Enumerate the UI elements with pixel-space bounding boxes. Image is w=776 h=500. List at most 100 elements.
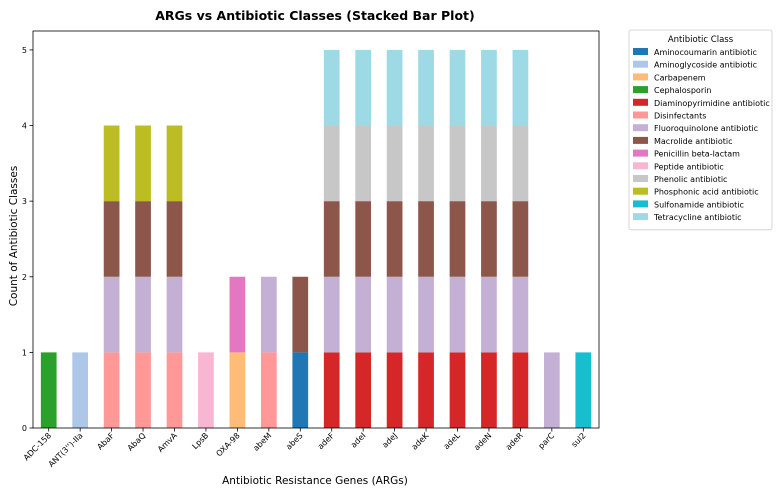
legend-title: Antibiotic Class: [668, 35, 734, 45]
y-tick-label: 4: [22, 122, 27, 131]
bar-segment: [386, 125, 403, 202]
bar-segment: [135, 201, 151, 277]
bar-segment: [481, 49, 497, 126]
legend-entry-label: Aminoglycoside antibiotic: [654, 61, 757, 70]
bar-segment: [103, 125, 120, 202]
bar-segment: [543, 352, 560, 428]
y-tick-label: 5: [22, 46, 27, 55]
bar-segment: [512, 352, 529, 428]
x-tick-label: LpsB: [190, 431, 210, 451]
legend-frame: [628, 29, 773, 231]
y-tick-label: 0: [22, 424, 27, 433]
x-axis-label: Antibiotic Resistance Genes (ARGs): [222, 475, 408, 487]
legend-entry-label: Phenolic antibiotic: [654, 175, 727, 184]
bar-segment: [135, 352, 151, 428]
legend-swatch: [633, 86, 648, 94]
bar-segment: [512, 125, 529, 202]
bar-segment: [323, 276, 340, 353]
legend: Antibiotic Class Aminocoumarin antibiotic…: [628, 29, 773, 231]
x-tick-label: AbaQ: [126, 431, 148, 453]
legend-entry-label: Fluoroquinolone antibiotic: [654, 124, 758, 133]
bar-segment: [512, 201, 529, 277]
bar-segment: [418, 352, 434, 428]
bar-segment: [323, 125, 340, 202]
bar-segment: [292, 352, 309, 428]
y-tick-label: 1: [22, 348, 27, 357]
bar-segment: [323, 352, 340, 428]
bar-segment: [386, 352, 403, 428]
legend-entry-label: Disinfectants: [654, 112, 706, 121]
x-tick-label: sul2: [570, 431, 588, 449]
bar-segment: [135, 276, 151, 353]
legend-swatch: [633, 187, 648, 195]
bar-segment: [418, 125, 434, 202]
bar-segment: [355, 49, 372, 126]
y-tick-label: 2: [22, 273, 27, 282]
legend-swatch: [633, 162, 648, 170]
legend-entry-label: Carbapenem: [654, 73, 706, 82]
legend-entry-label: Cephalosporin: [654, 86, 711, 95]
legend-entry-label: Diaminopyrimidine antibiotic: [654, 99, 770, 108]
bar-segment: [292, 276, 309, 353]
x-tick-label: parC: [537, 431, 557, 451]
legend-swatch: [633, 111, 648, 119]
y-axis-label: Count of Antibiotic Classes: [8, 166, 20, 307]
legend-swatch: [633, 200, 648, 208]
bar-segment: [386, 49, 403, 126]
legend-swatch: [633, 98, 648, 106]
bar-segment: [260, 276, 277, 353]
bar-segment: [260, 352, 277, 428]
x-tick-label: adeN: [472, 431, 493, 452]
x-tick-label: ADC-158: [22, 431, 53, 462]
y-tick-label: 3: [22, 197, 27, 206]
bar-segment: [481, 276, 497, 353]
bar-segment: [229, 352, 246, 428]
x-tick-label: OXA-98: [214, 431, 241, 458]
bar-segment: [449, 201, 466, 277]
x-tick-label: adeJ: [380, 431, 399, 450]
bar-segment: [481, 201, 497, 277]
bar-segment: [103, 352, 120, 428]
bar-segment: [386, 201, 403, 277]
bar-segment: [166, 125, 183, 202]
x-tick-label: adeI: [349, 431, 368, 450]
bar-segment: [481, 352, 497, 428]
bar-segment: [323, 201, 340, 277]
bar-segment: [449, 276, 466, 353]
legend-entry-label: Penicillin beta-lactam: [654, 150, 740, 159]
bar-segment: [166, 276, 183, 353]
bar-segment: [355, 125, 372, 202]
bar-segment: [449, 49, 466, 126]
bar-segment: [355, 352, 372, 428]
bar-segment: [229, 276, 246, 353]
bar-segment: [135, 125, 151, 202]
legend-entry-label: Sulfonamide antibiotic: [654, 200, 744, 209]
bar-segment: [418, 276, 434, 353]
bar-segment: [512, 49, 529, 126]
bar-segment: [72, 352, 89, 428]
bar-segment: [166, 201, 183, 277]
legend-swatch: [633, 73, 648, 81]
x-tick-label: AbaF: [95, 431, 116, 452]
bar-segment: [512, 276, 529, 353]
bar-segment: [323, 49, 340, 126]
legend-entry-label: Aminocoumarin antibiotic: [654, 48, 757, 57]
x-tick-label: AmvA: [156, 431, 179, 454]
x-tick-label: abeS: [284, 431, 304, 451]
x-tick-label: adeK: [410, 431, 431, 452]
bar-segment: [40, 352, 57, 428]
x-tick-label: adeF: [316, 431, 336, 451]
bar-segment: [103, 276, 120, 353]
bar-segment: [386, 276, 403, 353]
bar-segment: [418, 201, 434, 277]
bar-segment: [481, 125, 497, 202]
legend-swatch: [633, 124, 648, 132]
legend-entry-label: Macrolide antibiotic: [654, 137, 732, 146]
bar-segment: [418, 49, 434, 126]
bar-segment: [355, 276, 372, 353]
legend-swatch: [633, 136, 648, 144]
plot-frame: [32, 30, 600, 429]
